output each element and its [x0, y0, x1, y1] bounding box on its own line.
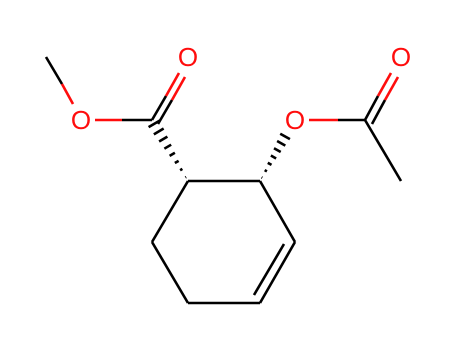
atom-label: O: [285, 105, 305, 135]
hash: [273, 147, 282, 154]
hash: [264, 168, 268, 173]
bond: [60, 83, 75, 105]
bond: [363, 95, 380, 121]
hashed-wedges: [147, 119, 291, 179]
bond: [164, 72, 181, 97]
hash: [168, 151, 176, 157]
hash: [153, 127, 165, 136]
hash: [270, 154, 277, 160]
bond: [258, 241, 297, 304]
hash: [276, 139, 286, 147]
bond: [383, 76, 400, 101]
bond: [150, 95, 168, 121]
hash: [267, 161, 273, 167]
bond: [156, 99, 174, 125]
hash: [163, 143, 172, 150]
bond: [150, 241, 190, 304]
atom-label: O: [71, 105, 91, 135]
hash: [158, 135, 169, 143]
hash: [179, 167, 184, 172]
atom-label: O: [391, 42, 411, 72]
atom-label: O: [178, 42, 198, 72]
bond: [150, 180, 190, 243]
hash: [147, 119, 161, 129]
bond: [170, 76, 187, 101]
bond: [376, 72, 393, 97]
hash: [279, 132, 291, 141]
bond: [370, 99, 387, 125]
bond: [252, 243, 286, 296]
hash: [174, 159, 180, 165]
bond: [44, 56, 64, 85]
bond: [363, 119, 403, 182]
bond: [258, 180, 297, 243]
